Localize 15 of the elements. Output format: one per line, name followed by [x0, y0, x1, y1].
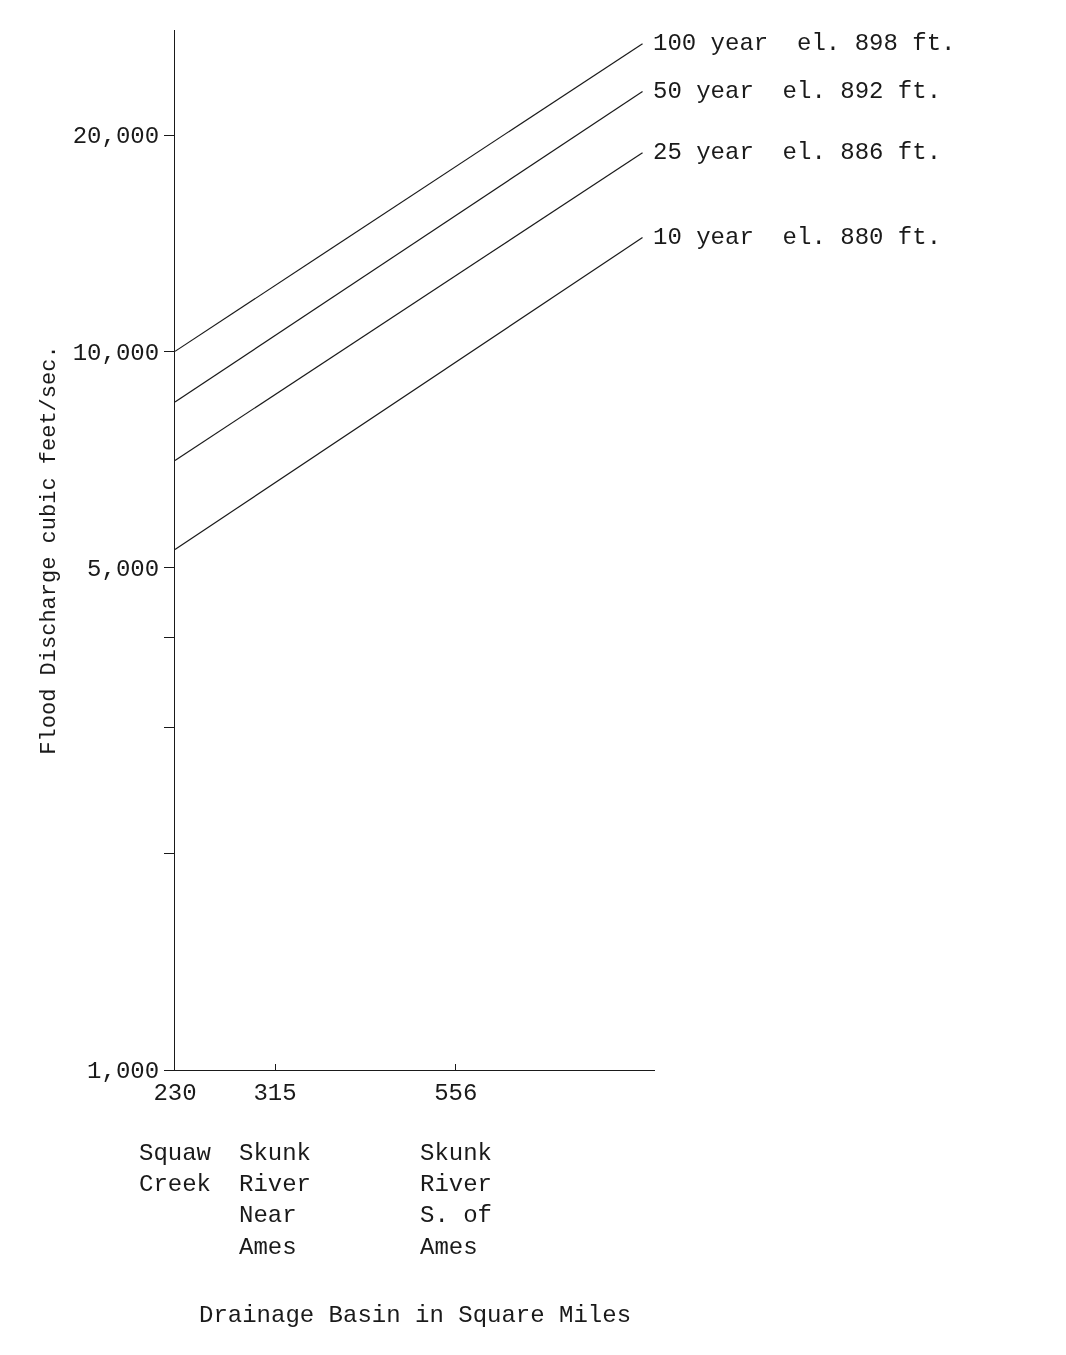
series-label: 100 year el. 898 ft. — [653, 30, 956, 57]
text: Skunk River Near Ames — [239, 1140, 312, 1261]
y-tick-label: 10,000 — [72, 339, 160, 367]
text: Skunk River S. of Ames — [420, 1140, 493, 1261]
y-tick-label: 5,000 — [87, 556, 160, 584]
series-label: 50 year el. 892 ft. — [653, 78, 942, 105]
series-label: 10 year el. 880 ft. — [653, 224, 942, 251]
x-tick-label: 315 — [253, 1079, 297, 1107]
y-axis-title: Flood Discharge cubic feet/sec. — [37, 345, 63, 755]
y-tick-label: 20,000 — [72, 123, 160, 151]
series-label: 25 year el. 886 ft. — [653, 139, 942, 166]
x-tick-label: 230 — [153, 1079, 197, 1107]
text: Squaw Creek — [139, 1140, 212, 1199]
x-tick-label: 556 — [434, 1079, 478, 1107]
text: Drainage Basin in Square Miles — [199, 1302, 632, 1329]
